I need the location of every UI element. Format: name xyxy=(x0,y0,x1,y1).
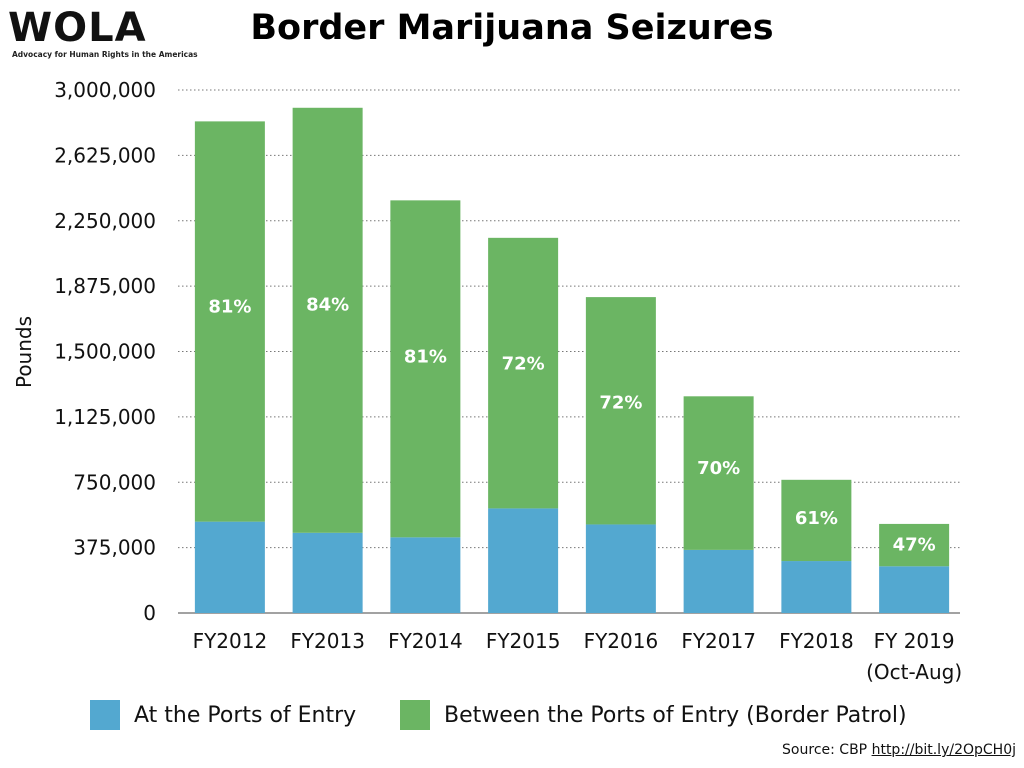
bar-ports xyxy=(194,521,265,613)
bar-ports xyxy=(292,532,363,613)
y-tick-label: 3,000,000 xyxy=(54,78,156,102)
wola-logo: WOLA Advocacy for Human Rights in the Am… xyxy=(8,5,198,62)
bar-ports xyxy=(879,566,950,613)
legend-swatch-ports xyxy=(90,700,120,730)
x-tick-label: FY 2019 xyxy=(874,629,955,653)
x-tick-label: FY2013 xyxy=(290,629,365,653)
chart-title: Border Marijuana Seizures xyxy=(250,8,774,48)
source-note: Source: CBP http://bit.ly/2OpCH0j xyxy=(782,742,1016,758)
legend-item-between: Between the Ports of Entry (Border Patro… xyxy=(400,700,907,730)
bar-between xyxy=(194,121,265,522)
bar-between xyxy=(683,396,754,550)
bar-ports xyxy=(585,524,656,613)
logo-tagline: Advocacy for Human Rights in the America… xyxy=(12,50,198,59)
x-tick-label: (Oct-Aug) xyxy=(866,660,962,684)
data-label-between: 81% xyxy=(404,346,447,367)
x-tick-label: FY2016 xyxy=(584,629,659,653)
data-label-between: 84% xyxy=(306,294,349,315)
data-label-between: 61% xyxy=(795,508,838,529)
y-tick-label: 2,625,000 xyxy=(54,143,156,167)
y-tick-label: 375,000 xyxy=(73,536,156,560)
data-label-between: 47% xyxy=(893,534,936,555)
bar-between xyxy=(292,107,363,533)
bar-ports xyxy=(390,537,461,613)
bar-ports xyxy=(781,561,852,613)
legend-label-between: Between the Ports of Entry (Border Patro… xyxy=(444,702,907,728)
y-tick-label: 1,500,000 xyxy=(54,340,156,364)
data-label-between: 72% xyxy=(599,393,642,414)
bar-between xyxy=(585,297,656,525)
y-tick-label: 0 xyxy=(143,601,156,625)
x-tick-label: FY2015 xyxy=(486,629,561,653)
bar-ports xyxy=(488,508,559,613)
source-prefix: Source: CBP xyxy=(782,742,868,758)
legend-item-ports: At the Ports of Entry xyxy=(90,700,356,730)
bar-between xyxy=(781,479,852,562)
legend-label-ports: At the Ports of Entry xyxy=(134,702,357,728)
bar-ports xyxy=(683,549,754,613)
y-tick-label: 2,250,000 xyxy=(54,209,156,233)
bar-between xyxy=(879,523,950,567)
y-tick-label: 1,125,000 xyxy=(54,405,156,429)
data-label-between: 70% xyxy=(697,458,740,479)
data-label-between: 81% xyxy=(208,297,251,318)
legend-swatch-between xyxy=(400,700,430,730)
y-tick-label: 1,875,000 xyxy=(54,274,156,298)
x-tick-label: FY2012 xyxy=(193,629,268,653)
data-label-between: 72% xyxy=(502,353,545,374)
bar-between xyxy=(488,237,559,509)
x-tick-label: FY2018 xyxy=(779,629,854,653)
y-tick-label: 750,000 xyxy=(73,470,156,494)
bar-between xyxy=(390,200,461,538)
x-tick-label: FY2014 xyxy=(388,629,463,653)
source-link[interactable]: http://bit.ly/2OpCH0j xyxy=(871,742,1016,758)
x-tick-label: FY2017 xyxy=(681,629,756,653)
logo-wordmark: WOLA xyxy=(8,5,147,51)
